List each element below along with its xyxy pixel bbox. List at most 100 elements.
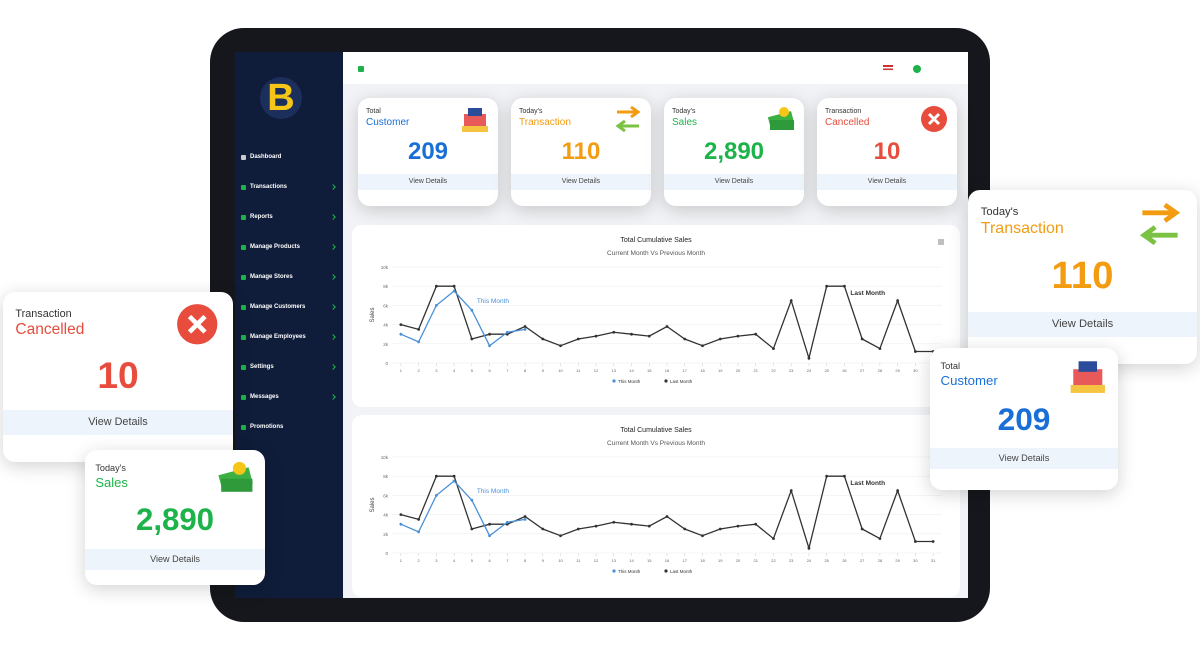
menu-item[interactable]: Manage Employees <box>241 332 337 344</box>
data-point <box>701 344 704 348</box>
data-point <box>452 479 456 483</box>
view-details-link[interactable]: View Details <box>85 548 265 570</box>
data-point <box>434 494 438 497</box>
card-value: 110 <box>561 138 601 165</box>
menu-item[interactable]: Manage Stores <box>241 272 337 284</box>
menu-icon <box>241 155 246 160</box>
data-point <box>612 330 616 334</box>
card-title: Customer <box>366 117 410 128</box>
menu-toggle[interactable] <box>358 66 364 72</box>
legend-marker <box>664 379 668 383</box>
x-tick-label: 1 <box>400 558 403 563</box>
stat-card: Transaction Cancelled 10 View Details <box>817 98 957 206</box>
data-point <box>825 284 829 288</box>
menu-icon <box>241 275 246 280</box>
user-menu[interactable] <box>913 65 921 73</box>
x-tick-label: 30 <box>913 368 918 373</box>
card-value: 2,890 <box>703 138 765 165</box>
icon-shape <box>464 114 486 128</box>
annotation: This Month <box>477 488 510 495</box>
data-point <box>470 337 474 341</box>
x-tick-label: 28 <box>878 368 883 373</box>
x-tick-label: 21 <box>753 368 758 373</box>
card-value: 209 <box>407 138 449 165</box>
card-label: Today's <box>519 108 543 115</box>
icon <box>177 304 218 345</box>
x-tick-label: 26 <box>842 558 847 563</box>
view-details-link[interactable]: View Details <box>511 174 651 190</box>
chart-panel <box>352 415 960 597</box>
data-point <box>736 334 740 338</box>
icon-shape <box>617 105 641 119</box>
view-details-link[interactable]: View Details <box>817 174 957 190</box>
data-point <box>505 520 509 524</box>
menu-icon <box>241 215 246 220</box>
menu-icon <box>241 395 246 400</box>
x-tick-label: 25 <box>824 558 829 563</box>
view-details-link[interactable]: View Details <box>930 448 1118 470</box>
legend-label: This Month <box>618 569 641 574</box>
x-tick-label: 4 <box>453 368 456 373</box>
x-tick-label: 5 <box>471 368 474 373</box>
menu-item[interactable]: Settings <box>241 362 337 374</box>
data-point <box>488 332 491 336</box>
x-tick-label: 5 <box>471 558 474 563</box>
y-tick-label: 0 <box>385 361 388 366</box>
data-point <box>860 527 864 531</box>
data-point <box>718 527 722 531</box>
menu-label: Manage Employees <box>250 334 306 340</box>
card-icon <box>767 107 795 130</box>
chart-menu-icon <box>938 239 944 245</box>
view-details-link[interactable]: View Details <box>3 409 233 435</box>
x-tick-label: 15 <box>647 368 652 373</box>
x-tick-label: 24 <box>807 558 812 563</box>
data-point <box>523 328 527 331</box>
data-point <box>789 489 793 492</box>
menu-label: Manage Products <box>250 244 301 250</box>
data-point <box>559 534 562 538</box>
icon-shape <box>770 120 794 130</box>
card-title: Sales <box>95 474 128 490</box>
menu-icon <box>241 185 246 190</box>
x-tick-label: 27 <box>860 558 865 563</box>
icon-shape <box>615 119 639 133</box>
icon-shape <box>1073 369 1103 388</box>
chart-title: Total Cumulative Sales <box>620 237 692 244</box>
x-tick-label: 13 <box>612 368 617 373</box>
data-point <box>434 284 438 288</box>
menu-icon <box>241 335 246 340</box>
menu-item[interactable]: Messages <box>241 392 337 404</box>
menu-item[interactable]: Manage Products <box>241 242 337 254</box>
menu-item[interactable]: Dashboard <box>241 152 337 164</box>
view-details-link[interactable]: View Details <box>968 311 1197 338</box>
menu-item[interactable]: Promotions <box>241 422 337 434</box>
data-point <box>417 340 421 344</box>
menu-icon <box>241 365 246 370</box>
card-label: Today's <box>672 108 696 115</box>
stat-card: Total Customer 209 View Details <box>930 348 1118 490</box>
data-point <box>736 524 740 528</box>
menu-item[interactable]: Transactions <box>241 182 337 194</box>
card-icon <box>921 106 947 132</box>
card-label: Today's <box>980 206 1019 218</box>
flag[interactable] <box>883 65 893 72</box>
icon <box>615 105 641 133</box>
menu-label: Manage Stores <box>250 274 293 280</box>
data-point <box>647 524 651 528</box>
card-icon <box>615 105 641 133</box>
data-point <box>843 474 846 478</box>
view-details-link[interactable]: View Details <box>664 174 804 190</box>
data-point <box>843 284 846 288</box>
view-details-link[interactable]: View Details <box>358 174 498 190</box>
series-line <box>400 290 526 347</box>
y-tick-label: 6k <box>383 303 389 308</box>
data-point <box>789 299 793 302</box>
x-tick-label: 30 <box>913 558 918 563</box>
menu-icon <box>241 425 246 430</box>
menu-item[interactable]: Manage Customers <box>241 302 337 314</box>
menu-item[interactable]: Reports <box>241 212 337 224</box>
data-point <box>647 334 651 338</box>
data-point <box>505 330 509 334</box>
menu-icon <box>241 305 246 310</box>
